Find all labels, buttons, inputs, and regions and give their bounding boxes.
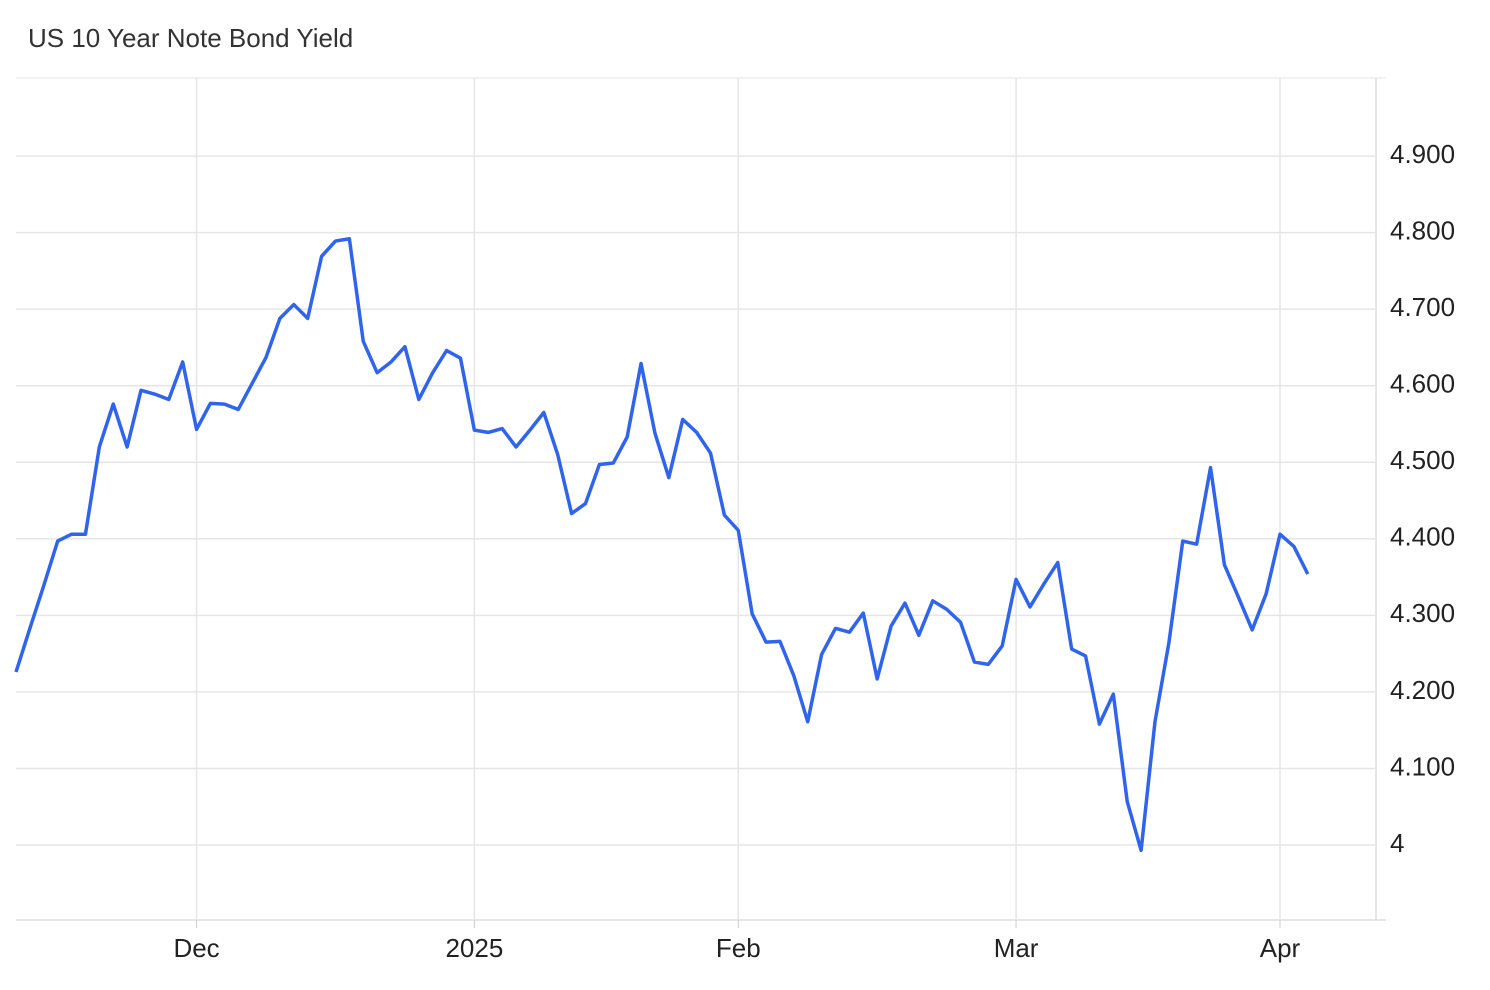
y-tick-label: 4.800 [1390,215,1455,245]
x-tick-label: Dec [173,933,219,963]
x-tick-label: Feb [716,933,761,963]
y-tick-label: 4.500 [1390,445,1455,475]
x-tick-label: Apr [1260,933,1301,963]
y-tick-label: 4.200 [1390,675,1455,705]
y-tick-label: 4.600 [1390,369,1455,399]
y-tick-label: 4.700 [1390,292,1455,322]
chart-title: US 10 Year Note Bond Yield [28,23,353,53]
y-tick-label: 4.300 [1390,598,1455,628]
y-tick-label: 4 [1390,828,1404,858]
x-tick-label: 2025 [445,933,503,963]
y-tick-label: 4.400 [1390,522,1455,552]
y-tick-label: 4.100 [1390,751,1455,781]
line-series [14,237,1310,853]
x-tick-label: Mar [994,933,1039,963]
y-tick-label: 4.900 [1390,139,1455,169]
